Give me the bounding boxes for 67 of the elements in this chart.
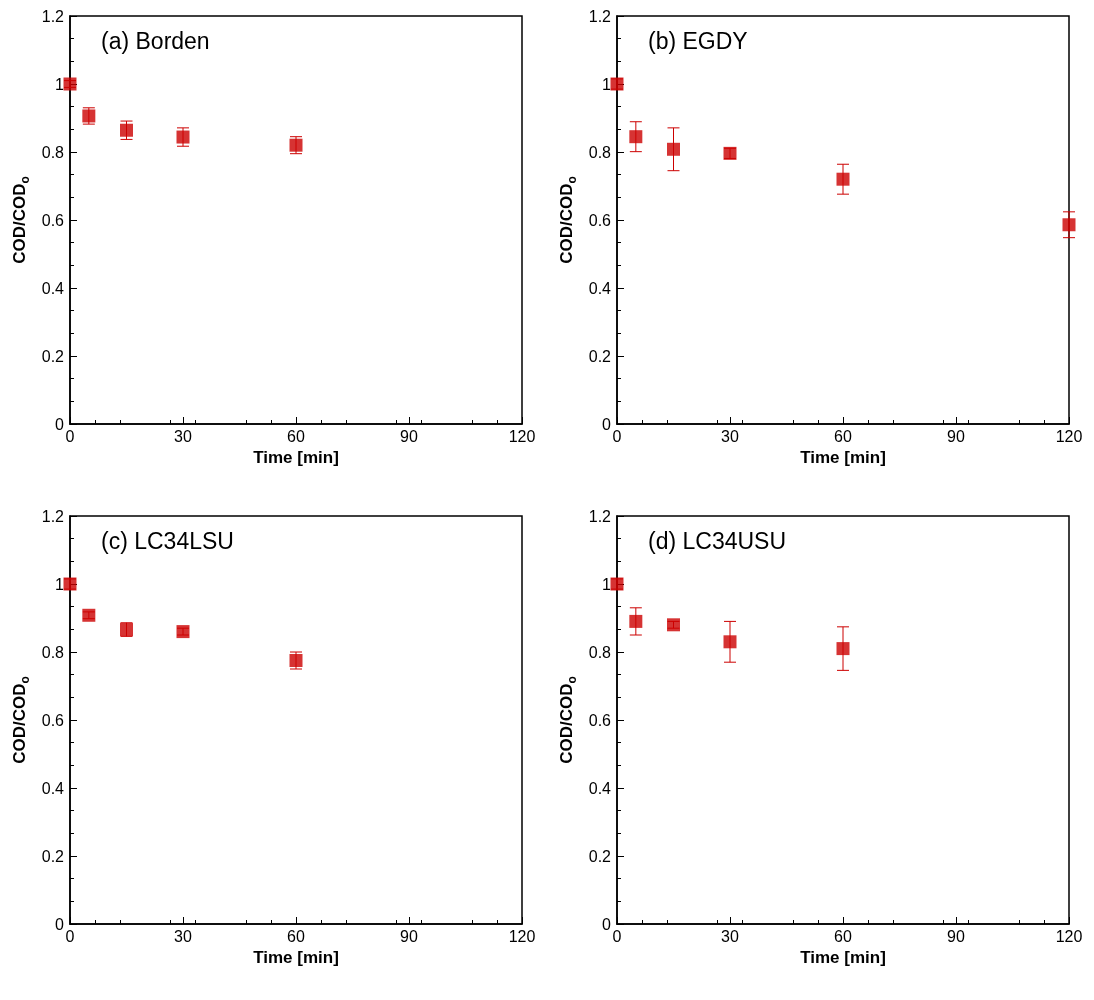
text: (c) LC34LSU — [101, 527, 234, 554]
y-tick-label: 0 — [55, 915, 65, 933]
y-tick-label: 0.4 — [588, 279, 612, 297]
x-tick-label: 90 — [400, 927, 418, 945]
y-tick-label: 0.2 — [41, 347, 65, 365]
x-tick-label: 90 — [947, 927, 965, 945]
y-axis-title: COD/CODo — [557, 176, 579, 264]
y-tick-label: 0.6 — [41, 211, 65, 229]
x-axis-title: Time [min] — [253, 447, 339, 467]
y-tick-label: 0.8 — [41, 643, 65, 661]
point — [667, 142, 680, 156]
y-tick-label: 0.4 — [41, 279, 65, 297]
x-tick-label: 60 — [287, 927, 305, 945]
y-tick-label: 1 — [602, 75, 612, 93]
text: (a) Borden — [101, 27, 210, 54]
y-axis-title: COD/CODo — [10, 676, 32, 764]
y-tick-label: 0.8 — [588, 643, 612, 661]
y-tick-label: 0.2 — [588, 347, 612, 365]
point — [610, 577, 624, 591]
text: (d) LC34USU — [648, 527, 787, 554]
y-tick-label: 0.6 — [41, 711, 65, 729]
point — [629, 130, 643, 144]
x-axis-title: Time [min] — [800, 447, 886, 467]
x-tick-label: 30 — [721, 427, 739, 445]
y-tick-label: 0.6 — [588, 711, 612, 729]
x-tick-label: 30 — [721, 927, 739, 945]
y-tick-label: 0.4 — [41, 779, 65, 797]
point — [610, 77, 624, 91]
y-tick-label: 1.2 — [41, 7, 65, 25]
y-tick-label: 0 — [602, 915, 612, 933]
y-tick-label: 1.2 — [588, 507, 612, 525]
x-tick-label: 30 — [174, 427, 192, 445]
y-tick-label: 0.4 — [588, 779, 612, 797]
x-axis-title: Time [min] — [253, 947, 339, 967]
y-tick-label: 0.8 — [41, 143, 65, 161]
point — [63, 577, 77, 591]
point — [629, 614, 643, 628]
y-tick-label: 0.2 — [588, 847, 612, 865]
point — [1062, 218, 1076, 232]
y-axis-title: COD/CODo — [10, 176, 32, 264]
y-tick-label: 0 — [55, 415, 65, 433]
x-tick-label: 90 — [400, 427, 418, 445]
x-tick-label: 120 — [508, 927, 536, 945]
x-tick-label: 120 — [1055, 927, 1083, 945]
x-tick-label: 60 — [834, 927, 852, 945]
text: (b) EGDY — [648, 27, 748, 54]
x-tick-label: 30 — [174, 927, 192, 945]
y-tick-label: 1 — [55, 75, 65, 93]
y-tick-label: 0 — [602, 415, 612, 433]
point — [836, 642, 850, 656]
x-tick-label: 120 — [508, 427, 536, 445]
point — [63, 77, 77, 91]
x-tick-label: 60 — [287, 427, 305, 445]
x-axis-title: Time [min] — [800, 947, 886, 967]
point — [836, 172, 850, 186]
y-tick-label: 1 — [55, 575, 65, 593]
x-tick-label: 90 — [947, 427, 965, 445]
y-tick-label: 1.2 — [41, 507, 65, 525]
y-tick-label: 0.6 — [588, 211, 612, 229]
y-tick-label: 0.8 — [588, 143, 612, 161]
y-tick-label: 0.2 — [41, 847, 65, 865]
point — [723, 635, 737, 649]
x-tick-label: 60 — [834, 427, 852, 445]
y-tick-label: 1 — [602, 575, 612, 593]
x-tick-label: 120 — [1055, 427, 1083, 445]
y-axis-title: COD/CODo — [557, 676, 579, 764]
y-tick-label: 1.2 — [588, 7, 612, 25]
